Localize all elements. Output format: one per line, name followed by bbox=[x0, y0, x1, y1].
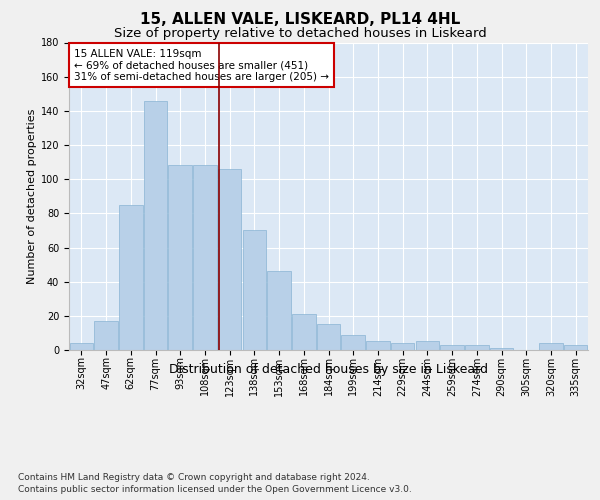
Bar bbox=[317, 324, 340, 350]
Text: 15 ALLEN VALE: 119sqm
← 69% of detached houses are smaller (451)
31% of semi-det: 15 ALLEN VALE: 119sqm ← 69% of detached … bbox=[74, 48, 329, 82]
Bar bbox=[193, 166, 217, 350]
Text: Contains HM Land Registry data © Crown copyright and database right 2024.: Contains HM Land Registry data © Crown c… bbox=[18, 472, 370, 482]
Bar bbox=[539, 343, 563, 350]
Y-axis label: Number of detached properties: Number of detached properties bbox=[26, 108, 37, 284]
Bar bbox=[119, 205, 143, 350]
Bar bbox=[440, 345, 464, 350]
Bar bbox=[169, 166, 192, 350]
Text: 15, ALLEN VALE, LISKEARD, PL14 4HL: 15, ALLEN VALE, LISKEARD, PL14 4HL bbox=[140, 12, 460, 28]
Bar bbox=[292, 314, 316, 350]
Bar bbox=[242, 230, 266, 350]
Bar bbox=[564, 345, 587, 350]
Bar bbox=[268, 272, 291, 350]
Text: Contains public sector information licensed under the Open Government Licence v3: Contains public sector information licen… bbox=[18, 485, 412, 494]
Bar bbox=[465, 345, 488, 350]
Bar bbox=[416, 342, 439, 350]
Bar bbox=[218, 169, 241, 350]
Bar bbox=[490, 348, 513, 350]
Bar bbox=[144, 100, 167, 350]
Bar bbox=[94, 321, 118, 350]
Text: Size of property relative to detached houses in Liskeard: Size of property relative to detached ho… bbox=[113, 28, 487, 40]
Bar bbox=[70, 343, 93, 350]
Bar bbox=[391, 343, 415, 350]
Bar bbox=[366, 342, 389, 350]
Bar bbox=[341, 334, 365, 350]
Text: Distribution of detached houses by size in Liskeard: Distribution of detached houses by size … bbox=[169, 362, 488, 376]
